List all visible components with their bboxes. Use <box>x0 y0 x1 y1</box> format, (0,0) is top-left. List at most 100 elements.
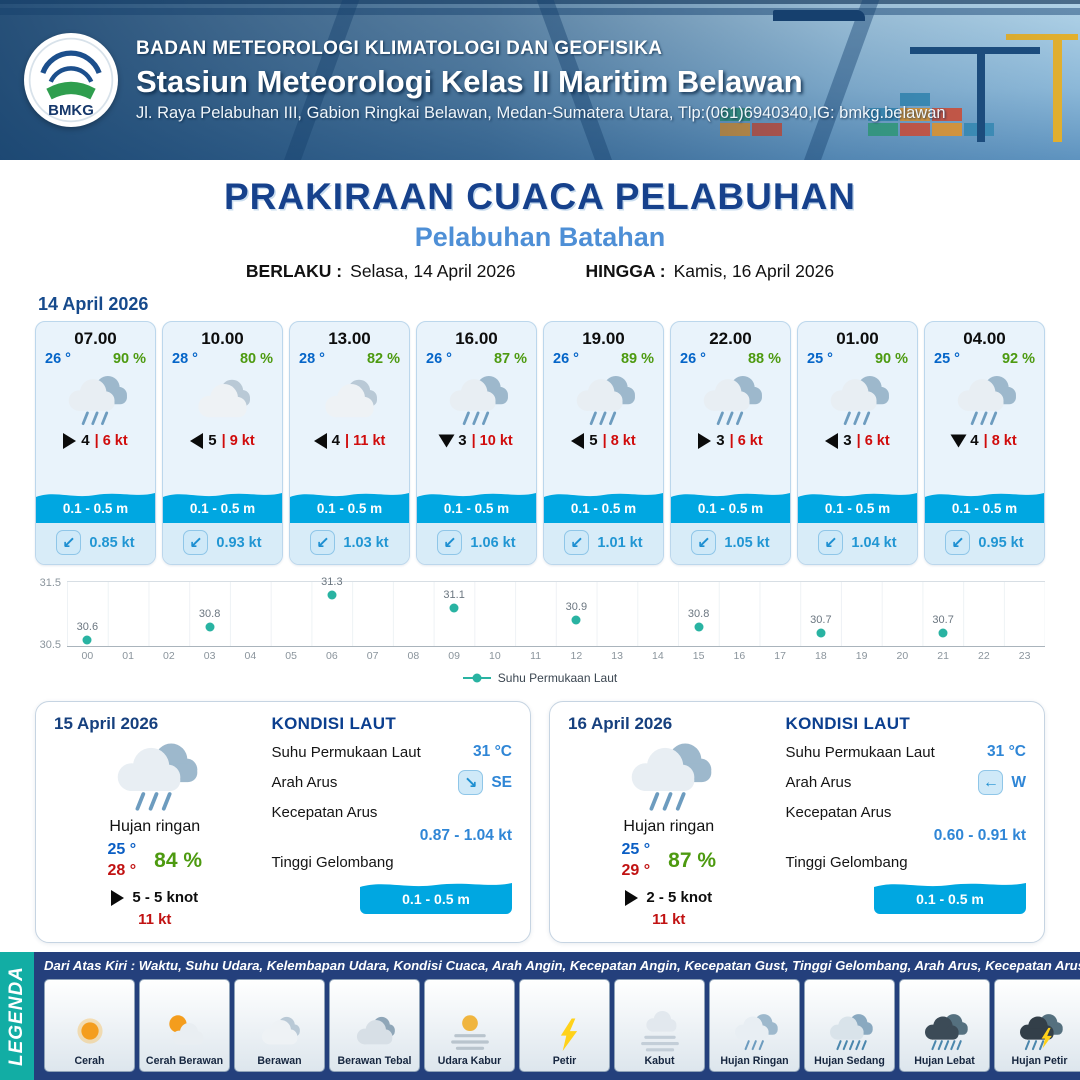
legend-items-row: Cerah Cerah Berawan Berawan Berawan Teba… <box>44 979 1080 1072</box>
x-axis: 00 01 02 03 04 05 06 07 08 09 10 11 12 13 14 15 16 17 18 19… <box>67 647 1045 663</box>
humidity-value: 82 % <box>366 351 400 367</box>
current-row: ↙ 0.95 kt <box>925 523 1044 564</box>
humidity-value: 87 % <box>668 848 717 872</box>
forecast-date: 14 April 2026 <box>38 294 149 314</box>
wave-height-value: 0.1 - 0.5 m <box>544 500 663 523</box>
chart-point-label: 30.6 <box>76 620 99 633</box>
current-speed-value: 1.01 kt <box>597 534 643 551</box>
wind-row: 4 | 8 kt <box>950 432 1017 449</box>
time-label: 04.00 <box>963 329 1006 348</box>
wave-icon <box>360 883 512 890</box>
humidity-value: 87 % <box>493 351 527 367</box>
wind-speed-value: 5 <box>208 432 217 449</box>
legend-item: Hujan Petir <box>994 979 1080 1072</box>
legend-weather-icon <box>349 1009 401 1053</box>
chart-point-label: 31.1 <box>443 588 465 601</box>
wind-speed-value: 4 <box>331 432 340 449</box>
weather-icon <box>567 369 641 429</box>
chart-point <box>205 622 215 632</box>
legend-weather-icon <box>919 1009 971 1053</box>
sst-value: 31 °C <box>987 743 1026 760</box>
x-axis-tick: 11 <box>530 650 542 662</box>
wave-height-band: 0.1 - 0.5 m <box>798 488 917 523</box>
wind-speed-value: 3 <box>843 432 852 449</box>
x-axis-tick: 10 <box>489 650 501 662</box>
x-axis-tick: 22 <box>978 650 990 662</box>
wind-row: 3 | 10 kt <box>438 432 513 449</box>
x-axis-tick: 07 <box>366 650 379 662</box>
legend-weather-icon <box>444 1009 496 1053</box>
wind-direction-icon <box>111 889 125 906</box>
wind-row: 3 | 6 kt <box>825 432 890 449</box>
legend-marker-icon <box>462 677 491 679</box>
legend-item-label: Kabut <box>644 1055 675 1067</box>
current-direction-value: W <box>1011 773 1026 791</box>
current-direction-icon: ↙ <box>310 530 336 555</box>
chart-point <box>327 590 337 600</box>
current-row: ↙ 1.01 kt <box>544 523 663 564</box>
legend-item: Hujan Sedang <box>804 979 895 1072</box>
legend-item-label: Berawan Tebal <box>337 1055 412 1067</box>
sst-value: 31 °C <box>473 743 512 760</box>
bmkg-logo-text: BMKG <box>48 102 94 119</box>
weather-icon <box>821 369 895 429</box>
current-direction-icon: ← <box>978 770 1004 795</box>
legend-item-label: Udara Kabur <box>437 1055 502 1067</box>
chart-point <box>82 635 92 645</box>
y-axis-tick: 30.5 <box>39 639 61 651</box>
current-speed-value: 0.87 - 1.04 kt <box>419 827 512 844</box>
wind-direction-icon <box>190 432 204 449</box>
current-direction-icon: ↙ <box>183 530 209 555</box>
x-axis-tick: 08 <box>407 650 420 662</box>
current-speed-value: 0.95 kt <box>978 534 1024 551</box>
current-direction-icon: ↙ <box>564 530 590 555</box>
x-axis-tick: 20 <box>896 650 909 662</box>
wave-height-band: 0.1 - 0.5 m <box>874 878 1026 914</box>
legend-item-label: Hujan Petir <box>1011 1055 1068 1067</box>
current-speed-label: Kecepatan Arus <box>271 804 378 821</box>
wave-height-band: 0.1 - 0.5 m <box>671 488 790 523</box>
x-axis-tick: 23 <box>1018 650 1031 662</box>
forecast-card: 13.00 28 ° 82 % 4 | 11 kt 0.1 - 0.5 m ↙ <box>289 321 410 565</box>
current-row: ↙ 1.05 kt <box>671 523 790 564</box>
gust-value: | 8 kt <box>983 432 1017 449</box>
gust-value: | 10 kt <box>471 432 513 449</box>
current-direction-icon: ↙ <box>945 530 971 555</box>
current-speed-value: 0.60 - 0.91 kt <box>933 827 1026 844</box>
chart-point <box>449 603 459 613</box>
forecast-card: 16.00 26 ° 87 % 3 | 10 kt 0.1 - 0.5 m ↙ <box>416 321 537 565</box>
temp-max-value: 29 ° <box>621 862 651 879</box>
current-direction-label: Arah Arus <box>271 774 338 791</box>
legend-weather-icon <box>159 1009 211 1053</box>
gust-value: | 6 kt <box>94 432 128 449</box>
wave-height-value: 0.1 - 0.5 m <box>925 500 1044 523</box>
x-axis-tick: 12 <box>570 650 583 662</box>
current-speed-value: 1.05 kt <box>724 534 770 551</box>
wave-height-label: Tinggi Gelombang <box>271 854 394 871</box>
wind-speed-value: 3 <box>458 432 467 449</box>
forecast-card: 04.00 25 ° 92 % 4 | 8 kt 0.1 - 0.5 m ↙ <box>924 321 1045 565</box>
humidity-value: 90 % <box>112 351 146 367</box>
chart-point-label: 30.7 <box>932 614 954 627</box>
temperature-value: 25 ° <box>807 351 833 367</box>
current-direction-icon: ↙ <box>691 530 717 555</box>
hourly-forecast-row: 07.00 26 ° 90 % 4 | 6 kt 0.1 - 0.5 m ↙ <box>35 321 1045 565</box>
sst-chart: 31.5 30.5 30.6 30.8 31.3 31.1 30.9 30.8 30.7 30… <box>35 576 1045 685</box>
temperature-value: 26 ° <box>680 351 706 367</box>
wind-row: 5 - 5 knot <box>111 889 198 906</box>
wave-height-band: 0.1 - 0.5 m <box>290 488 409 523</box>
legend-series-label: Suhu Permukaan Laut <box>497 671 618 685</box>
time-label: 01.00 <box>836 329 879 348</box>
sea-conditions-title: KONDISI LAUT <box>785 714 910 733</box>
legend-weather-icon <box>729 1009 781 1053</box>
current-direction-icon: ↙ <box>56 530 82 555</box>
chart-point-label: 31.3 <box>321 575 343 588</box>
legend-weather-icon <box>824 1009 876 1053</box>
humidity-value: 90 % <box>874 351 908 367</box>
port-name: Pelabuhan Batahan <box>414 222 666 252</box>
legend-item-label: Hujan Ringan <box>720 1055 789 1067</box>
legend-weather-icon <box>634 1009 686 1053</box>
x-axis-tick: 14 <box>652 650 664 662</box>
current-row: ↙ 0.85 kt <box>36 523 155 564</box>
